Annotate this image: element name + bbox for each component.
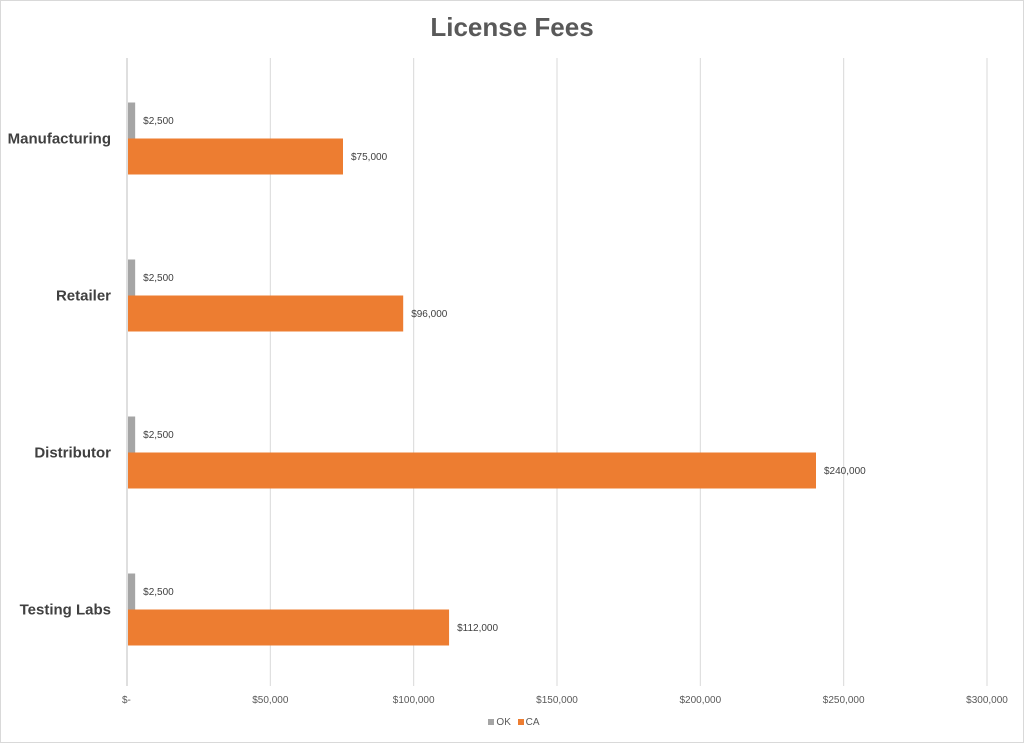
x-tick-label: $- <box>122 695 131 706</box>
bar-ca <box>128 452 816 489</box>
bar-ca <box>128 609 450 646</box>
data-label-ok: $2,500 <box>143 587 174 598</box>
data-label-ok: $2,500 <box>143 430 174 441</box>
bar-ok <box>128 259 136 296</box>
x-tick-label: $50,000 <box>252 695 289 706</box>
category-label: Retailer <box>56 288 111 305</box>
x-tick-label: $150,000 <box>536 695 578 706</box>
bar-ok <box>128 416 136 453</box>
legend-label-ca: CA <box>525 717 540 728</box>
bar-ca <box>128 138 343 175</box>
data-label-ca: $96,000 <box>411 309 448 320</box>
category-label: Testing Labs <box>20 602 111 619</box>
chart-title: License Fees <box>430 12 594 42</box>
bar-ok <box>128 102 136 139</box>
category-label: Manufacturing <box>8 131 111 148</box>
x-tick-label: $250,000 <box>823 695 865 706</box>
legend-swatch-ca <box>517 719 524 725</box>
data-label-ok: $2,500 <box>143 116 174 127</box>
legend-swatch-ok <box>488 719 495 725</box>
data-label-ca: $240,000 <box>824 466 866 477</box>
data-label-ca: $112,000 <box>457 623 498 634</box>
data-label-ca: $75,000 <box>351 152 388 163</box>
legend-label-ok: OK <box>496 717 511 728</box>
x-tick-label: $200,000 <box>679 695 721 706</box>
bar-ca <box>128 295 404 332</box>
category-label: Distributor <box>34 445 111 462</box>
bar-ok <box>128 573 136 610</box>
x-tick-label: $100,000 <box>393 695 435 706</box>
legend: OK CA <box>0 717 1024 728</box>
x-tick-label: $300,000 <box>966 695 1008 706</box>
data-label-ok: $2,500 <box>143 273 174 284</box>
